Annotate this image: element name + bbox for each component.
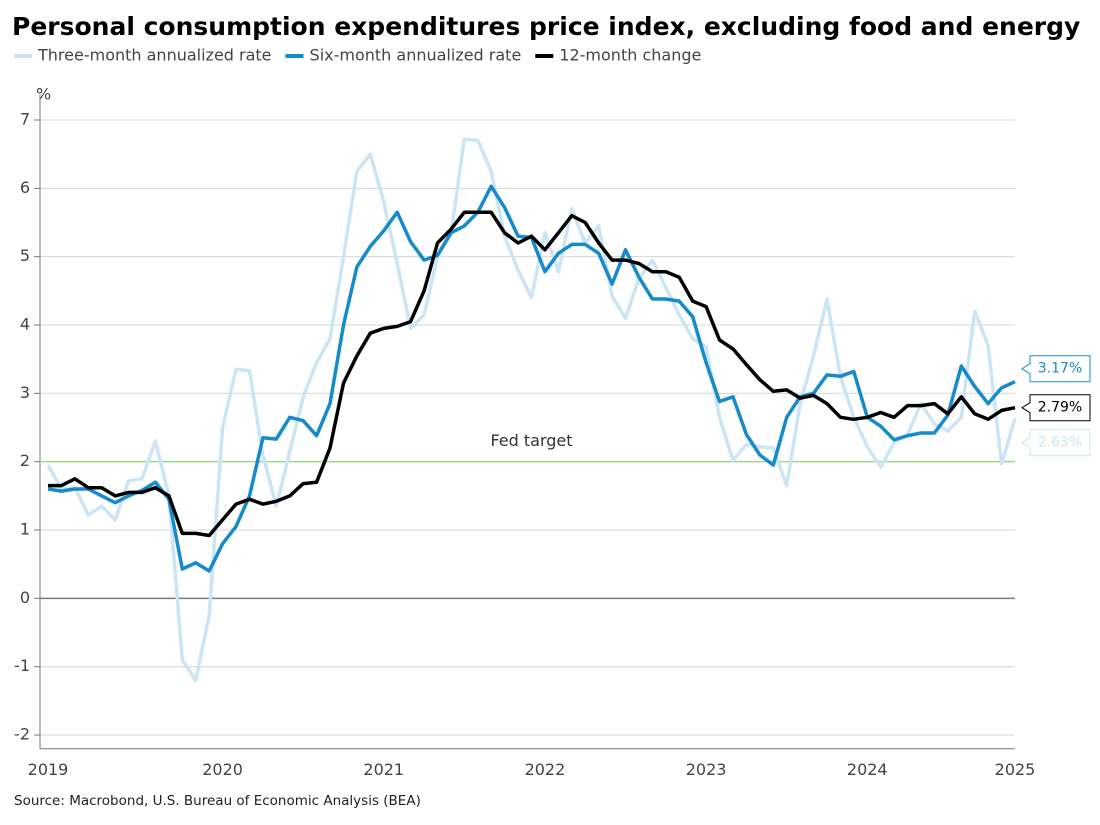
end-label: 2.79% xyxy=(1038,400,1082,416)
y-tick-label: 0 xyxy=(20,588,30,607)
y-tick-label: -2 xyxy=(14,725,30,744)
x-tick-label: 2021 xyxy=(363,760,404,779)
x-tick-label: 2024 xyxy=(847,760,888,779)
y-tick-label: 4 xyxy=(20,315,30,334)
legend-label: Six-month annualized rate xyxy=(310,46,522,65)
end-label: 3.17% xyxy=(1038,361,1082,377)
x-tick-label: 2023 xyxy=(686,760,727,779)
y-tick-label: 2 xyxy=(20,451,30,470)
chart-title: Personal consumption expenditures price … xyxy=(12,12,1080,41)
legend-label: Three-month annualized rate xyxy=(37,46,272,65)
x-tick-label: 2025 xyxy=(995,760,1036,779)
y-tick-label: 1 xyxy=(20,520,30,539)
y-tick-label: 6 xyxy=(20,178,30,197)
y-tick-label: 7 xyxy=(20,110,30,129)
end-label-box xyxy=(1021,429,1091,457)
x-tick-label: 2022 xyxy=(525,760,566,779)
y-axis-label: % xyxy=(36,85,51,104)
x-tick-label: 2019 xyxy=(28,760,69,779)
end-label: 2.63% xyxy=(1038,435,1082,451)
legend-label: 12-month change xyxy=(559,46,701,65)
series-line xyxy=(48,210,1016,538)
x-tick-label: 2020 xyxy=(202,760,243,779)
end-label-box xyxy=(1021,394,1091,422)
series-line xyxy=(46,137,1017,683)
end-label-box xyxy=(1021,355,1091,383)
target-label: Fed target xyxy=(490,431,572,450)
y-tick-label: 3 xyxy=(20,383,30,402)
y-tick-label: -1 xyxy=(14,656,30,675)
source: Source: Macrobond, U.S. Bureau of Econom… xyxy=(14,793,421,809)
y-tick-label: 5 xyxy=(20,246,30,265)
series-line xyxy=(47,184,1016,573)
